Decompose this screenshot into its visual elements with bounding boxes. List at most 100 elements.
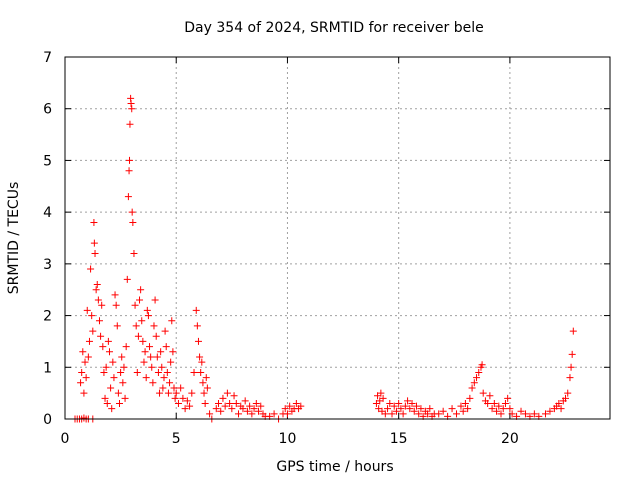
data-point — [136, 296, 144, 304]
data-point — [286, 402, 294, 410]
data-point — [223, 389, 231, 397]
data-point — [453, 410, 461, 418]
data-point — [134, 332, 142, 340]
data-point — [562, 394, 570, 402]
x-tick-label: 10 — [279, 431, 297, 447]
data-point — [126, 156, 134, 164]
data-point — [499, 405, 507, 413]
data-point — [193, 322, 201, 330]
data-point — [144, 312, 152, 320]
data-point — [171, 394, 179, 402]
x-tick-label: 0 — [61, 431, 70, 447]
data-point — [156, 389, 164, 397]
data-point — [408, 399, 416, 407]
data-point — [239, 405, 247, 413]
data-point — [177, 384, 185, 392]
data-point — [392, 407, 400, 415]
data-point — [567, 363, 575, 371]
data-point — [90, 218, 98, 226]
y-tick-label: 0 — [43, 412, 52, 428]
data-point — [109, 358, 117, 366]
data-point — [399, 410, 407, 418]
data-point — [470, 379, 478, 387]
data-point — [219, 394, 227, 402]
data-point — [169, 348, 177, 356]
data-point — [181, 405, 189, 413]
data-point — [508, 410, 516, 418]
data-point — [283, 410, 291, 418]
data-point — [546, 407, 554, 415]
data-point — [172, 389, 180, 397]
data-point — [124, 193, 132, 201]
data-point — [464, 405, 472, 413]
data-point — [194, 337, 202, 345]
data-point — [475, 368, 483, 376]
data-point — [439, 407, 447, 415]
data-point — [501, 399, 509, 407]
data-point — [137, 286, 145, 294]
data-point — [415, 410, 423, 418]
data-point — [179, 394, 187, 402]
data-point — [221, 402, 229, 410]
data-point — [110, 374, 118, 382]
data-point — [91, 250, 99, 258]
data-point — [192, 306, 200, 314]
data-point — [190, 368, 198, 376]
data-point — [241, 397, 249, 405]
data-point — [151, 296, 159, 304]
y-tick-label: 1 — [43, 360, 52, 376]
data-point — [435, 410, 443, 418]
plot-frame — [64, 56, 611, 420]
data-point — [390, 402, 398, 410]
data-point — [196, 353, 204, 361]
data-point — [379, 394, 387, 402]
data-point — [118, 353, 126, 361]
data-point — [170, 384, 178, 392]
data-point — [126, 120, 134, 128]
data-point — [140, 358, 148, 366]
data-point — [410, 407, 418, 415]
data-point — [167, 358, 175, 366]
data-point — [495, 402, 503, 410]
data-point — [388, 410, 396, 418]
data-point — [164, 389, 172, 397]
data-point — [77, 379, 85, 387]
data-point — [246, 402, 254, 410]
data-point — [490, 399, 498, 407]
data-point — [564, 389, 572, 397]
data-point — [473, 374, 481, 382]
data-point — [377, 389, 385, 397]
data-point — [87, 265, 95, 273]
data-point — [121, 394, 129, 402]
y-tick-label: 6 — [43, 102, 52, 118]
data-point — [214, 399, 222, 407]
data-point — [257, 402, 265, 410]
data-point — [457, 402, 465, 410]
data-point — [139, 337, 147, 345]
data-point — [159, 384, 167, 392]
data-point — [248, 410, 256, 418]
data-point — [90, 239, 98, 247]
x-tick-label: 5 — [172, 431, 181, 447]
x-axis-label: GPS time / hours — [276, 459, 393, 475]
data-point — [163, 368, 171, 376]
y-tick-label: 2 — [43, 309, 52, 325]
data-point — [198, 358, 206, 366]
data-point — [104, 337, 112, 345]
data-point — [384, 405, 392, 413]
data-point — [168, 317, 176, 325]
data-point — [568, 350, 576, 358]
data-point — [125, 167, 133, 175]
data-point — [94, 296, 102, 304]
data-point — [417, 405, 425, 413]
data-points — [71, 94, 577, 423]
data-point — [105, 348, 113, 356]
data-point — [569, 327, 577, 335]
data-point — [557, 405, 565, 413]
data-point — [108, 405, 116, 413]
data-point — [199, 379, 207, 387]
data-point — [148, 363, 156, 371]
data-point — [120, 363, 128, 371]
chart-title: Day 354 of 2024, SRMTID for receiver bel… — [184, 20, 483, 36]
